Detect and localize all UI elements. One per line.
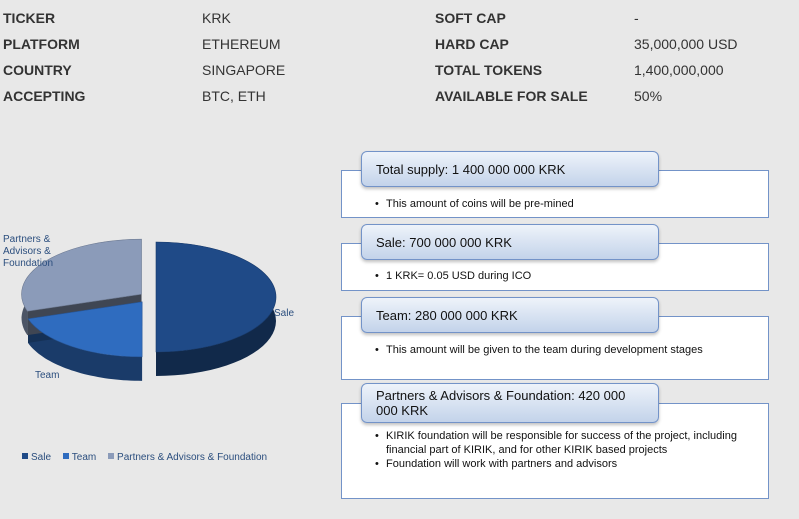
slice-label-team: Team bbox=[35, 370, 60, 381]
stat-label: ACCEPTING bbox=[3, 88, 86, 104]
stat-label: PLATFORM bbox=[3, 36, 80, 52]
stat-label: SOFT CAP bbox=[435, 10, 506, 26]
card-title-team: Team: 280 000 000 KRK bbox=[361, 297, 659, 333]
legend-item-sale: Sale bbox=[22, 452, 51, 463]
legend-label: Partners & Advisors & Foundation bbox=[117, 452, 268, 463]
bullet-item: KIRIK foundation will be responsible for… bbox=[342, 429, 768, 457]
stat-value: BTC, ETH bbox=[202, 88, 266, 104]
stat-label: TICKER bbox=[3, 10, 56, 26]
pie-slice-partners bbox=[21, 238, 142, 312]
chart-legend: Sale Team Partners & Advisors & Foundati… bbox=[22, 452, 276, 463]
stat-value: KRK bbox=[202, 10, 231, 26]
bullet-item: 1 KRK= 0.05 USD during ICO bbox=[342, 269, 768, 283]
bullet-item: Foundation will work with partners and a… bbox=[342, 457, 768, 471]
legend-item-team: Team bbox=[62, 452, 97, 463]
legend-item-partners: Partners & Advisors & Foundation bbox=[108, 452, 267, 463]
bullet-item: This amount will be given to the team du… bbox=[342, 343, 768, 357]
slice-label-partners: Partners & Advisors & Foundation bbox=[3, 234, 54, 269]
legend-label: Team bbox=[71, 452, 97, 463]
pie-svg bbox=[21, 238, 277, 381]
pie-slice-team bbox=[27, 301, 143, 358]
stat-value: ETHEREUM bbox=[202, 36, 281, 52]
token-distribution-chart bbox=[0, 225, 310, 395]
pie-slice-sale bbox=[155, 241, 277, 353]
legend-label: Sale bbox=[31, 452, 52, 463]
stat-label: AVAILABLE FOR SALE bbox=[435, 88, 588, 104]
pie-slice-team-side bbox=[28, 318, 143, 381]
stat-value: 50% bbox=[634, 88, 663, 104]
card-title-total-supply: Total supply: 1 400 000 000 KRK bbox=[361, 151, 659, 187]
stat-label: HARD CAP bbox=[435, 36, 509, 52]
card-title-partners: Partners & Advisors & Foundation: 420 00… bbox=[361, 383, 659, 423]
bullet-item: This amount of coins will be pre-mined bbox=[342, 197, 768, 211]
stat-label: TOTAL TOKENS bbox=[435, 62, 543, 78]
stat-label: COUNTRY bbox=[3, 62, 72, 78]
card-title-sale: Sale: 700 000 000 KRK bbox=[361, 224, 659, 260]
stat-value: - bbox=[634, 10, 639, 26]
token-stats-table: TICKER KRK SOFT CAP - PLATFORM ETHEREUM … bbox=[0, 0, 799, 120]
stat-value: 1,400,000,000 bbox=[634, 62, 724, 78]
slice-label-sale: Sale bbox=[274, 308, 295, 319]
stat-value: SINGAPORE bbox=[202, 62, 286, 78]
stat-value: 35,000,000 USD bbox=[634, 36, 738, 52]
